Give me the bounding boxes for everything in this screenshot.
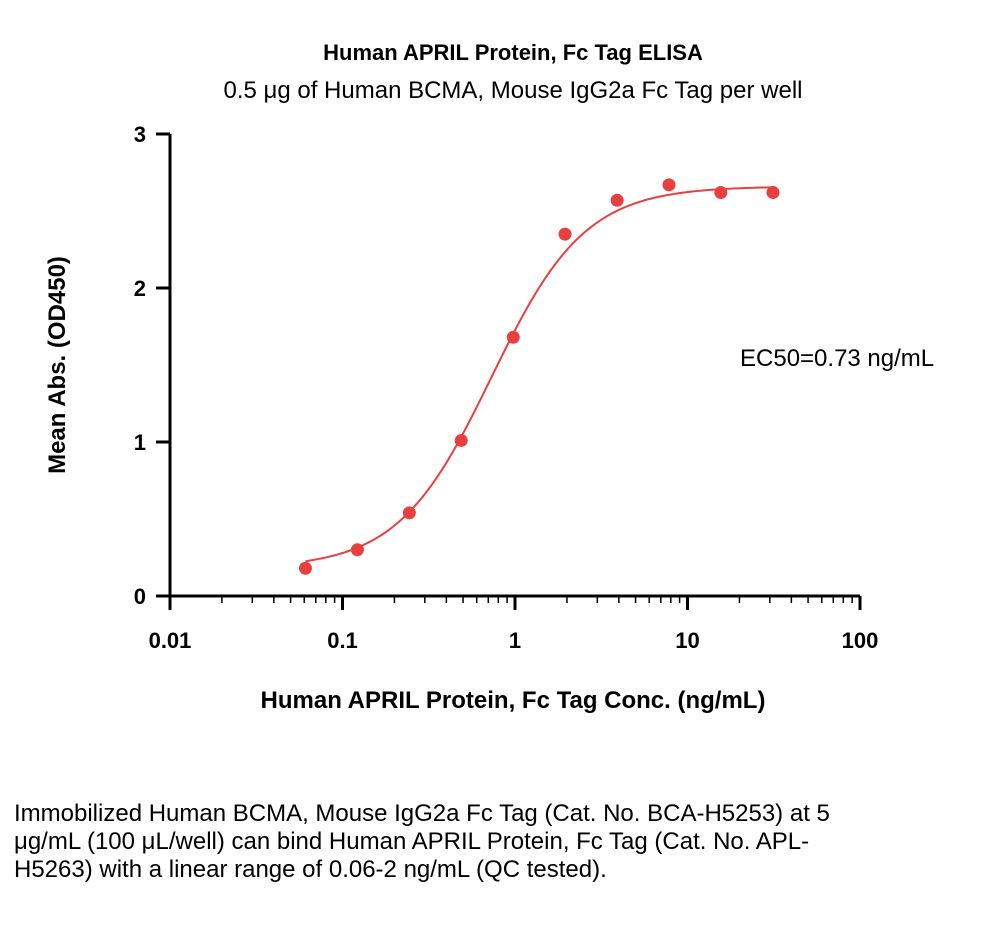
x-tick-label: 1 — [509, 628, 521, 653]
x-axis-title: Human APRIL Protein, Fc Tag Conc. (ng/mL… — [261, 687, 766, 714]
x-tick-label: 10 — [675, 628, 699, 653]
elisa-chart: Human APRIL Protein, Fc Tag ELISA 0.5 μg… — [44, 40, 934, 714]
data-point — [298, 561, 312, 575]
data-point — [350, 543, 364, 557]
fit-curve — [305, 186, 774, 563]
x-tick-label: 0.1 — [327, 628, 358, 653]
data-point — [662, 178, 676, 192]
x-axis-ticks: 0.01 0.1 1 10 100 — [149, 596, 879, 653]
chart-title: Human APRIL Protein, Fc Tag ELISA — [323, 40, 703, 65]
y-tick-label: 1 — [134, 430, 146, 455]
data-point — [558, 227, 572, 241]
ec50-annotation: EC50=0.73 ng/mL — [740, 345, 934, 372]
data-point — [766, 186, 780, 200]
x-tick-label: 0.01 — [149, 628, 192, 653]
data-point — [714, 186, 728, 200]
data-point — [454, 433, 468, 447]
x-tick-label: 100 — [842, 628, 879, 653]
y-tick-label: 2 — [134, 276, 146, 301]
figure-caption: Immobilized Human BCMA, Mouse IgG2a Fc T… — [14, 800, 830, 883]
data-point — [610, 193, 624, 207]
y-tick-label: 0 — [134, 584, 146, 609]
data-points — [298, 178, 780, 575]
y-axis-ticks: 0 1 2 3 — [134, 122, 170, 609]
data-point — [506, 330, 520, 344]
y-axis-title: Mean Abs. (OD450) — [44, 256, 71, 474]
data-point — [402, 506, 416, 520]
chart-subtitle: 0.5 μg of Human BCMA, Mouse IgG2a Fc Tag… — [224, 77, 803, 104]
y-tick-label: 3 — [134, 122, 146, 147]
